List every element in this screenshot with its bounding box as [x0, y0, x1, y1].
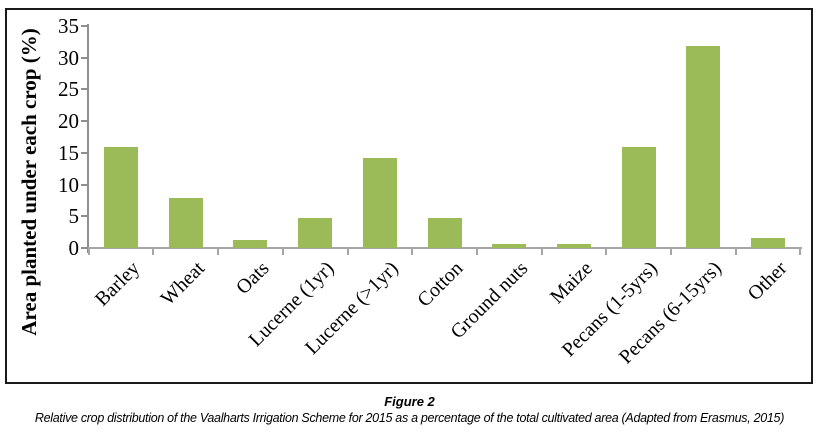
y-axis-line — [87, 24, 89, 253]
y-axis-tick-label: 15 — [58, 140, 79, 165]
y-axis-tick-label: 0 — [68, 236, 80, 260]
y-axis-tick — [81, 56, 88, 59]
y-axis-tick — [81, 120, 88, 123]
x-axis-tick — [217, 249, 220, 255]
y-axis-tick — [81, 151, 88, 154]
x-axis-tick — [540, 249, 543, 255]
x-axis-tick — [281, 249, 284, 255]
bar — [621, 147, 656, 248]
bar — [298, 217, 333, 248]
y-axis-tick-label: 5 — [68, 204, 80, 229]
figure-caption-title: Figure 2 — [384, 394, 435, 409]
y-axis-tick — [81, 88, 88, 91]
x-axis-tick — [605, 249, 608, 255]
y-axis-tick — [81, 215, 88, 218]
bar — [104, 146, 139, 248]
y-axis-tick-label: 35 — [58, 14, 79, 38]
bar — [233, 240, 268, 248]
y-axis-tick-label: 20 — [58, 109, 79, 134]
x-axis-tick — [799, 249, 802, 255]
x-axis-tick — [152, 249, 155, 255]
x-axis-tick — [411, 249, 414, 255]
bar — [427, 217, 462, 248]
chart-frame — [5, 8, 813, 384]
y-axis-tick — [81, 183, 88, 186]
x-axis-tick — [670, 249, 672, 255]
bar — [686, 46, 721, 248]
y-axis-tick-label: 10 — [58, 172, 79, 197]
bar — [362, 157, 397, 248]
bar — [492, 243, 527, 248]
x-axis-line — [84, 247, 802, 249]
x-axis-tick — [346, 249, 349, 255]
x-axis-tick — [87, 249, 90, 255]
y-axis-tick-label: 30 — [58, 45, 79, 70]
y-axis-tick-label: 25 — [58, 77, 79, 102]
bar — [751, 237, 786, 248]
y-axis-tick — [81, 247, 88, 249]
y-axis-tick — [81, 25, 88, 27]
figure-caption-text: Relative crop distribution of the Vaalha… — [34, 411, 785, 425]
bar — [168, 197, 203, 248]
bar — [556, 243, 591, 248]
x-axis-tick — [475, 249, 478, 255]
x-axis-tick — [734, 249, 737, 255]
